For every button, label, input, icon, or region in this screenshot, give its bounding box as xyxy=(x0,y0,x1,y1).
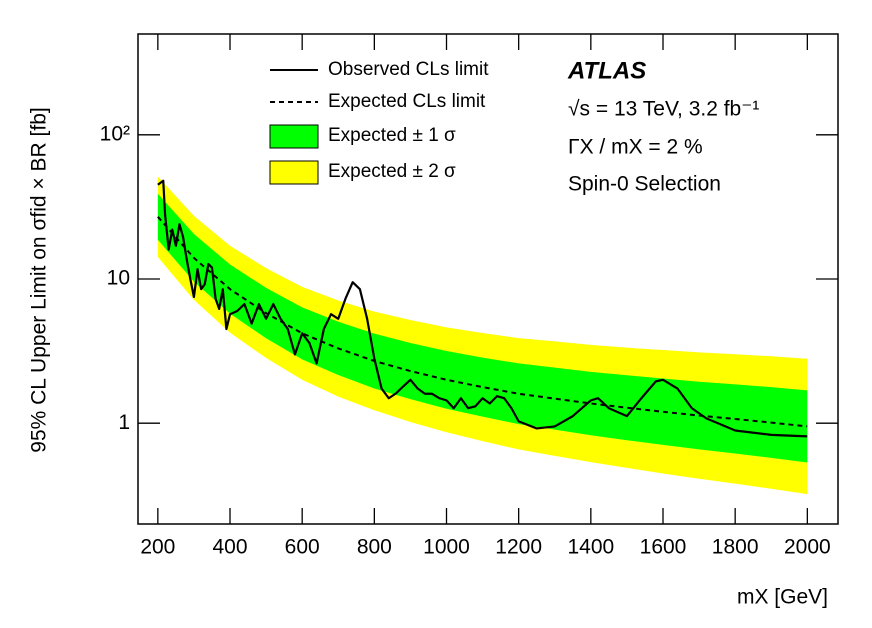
legend-label: Expected ± 2 σ xyxy=(328,161,456,182)
annotation: √s = 13 TeV, 3.2 fb⁻¹ xyxy=(568,98,759,121)
line xyxy=(157,179,808,438)
legend-label: Expected ± 1 σ xyxy=(328,125,456,146)
x-tick-label: 400 xyxy=(212,536,247,559)
legend-swatch xyxy=(269,124,319,149)
experiment-label: ATLAS xyxy=(567,57,646,84)
x-tick-label: 2000 xyxy=(784,536,831,559)
annotation: ΓX / mX = 2 % xyxy=(568,136,703,159)
x-tick-label: 1800 xyxy=(712,536,759,559)
bands xyxy=(157,176,808,495)
line xyxy=(157,216,808,428)
y-tick-label: 10 xyxy=(107,267,130,290)
legend-swatch xyxy=(269,160,319,185)
lines xyxy=(157,179,808,438)
legend-label: Expected CLs limit xyxy=(328,91,486,112)
x-tick-label: 1600 xyxy=(640,536,687,559)
legend-label: Observed CLs limit xyxy=(328,59,489,80)
y-axis-label: 95% CL Upper Limit on σfid × BR [fb] xyxy=(28,107,51,452)
x-tick-label: 1400 xyxy=(567,536,614,559)
annotation: Spin-0 Selection xyxy=(568,173,721,196)
x-tick-label: 600 xyxy=(285,536,320,559)
x-tick-label: 1200 xyxy=(495,536,542,559)
x-tick-label: 800 xyxy=(357,536,392,559)
y-tick-label: 10² xyxy=(100,122,130,145)
y-tick-label: 1 xyxy=(118,411,130,434)
x-tick-label: 200 xyxy=(140,536,175,559)
x-axis-label: mX [GeV] xyxy=(737,586,828,609)
x-tick-label: 1000 xyxy=(423,536,470,559)
